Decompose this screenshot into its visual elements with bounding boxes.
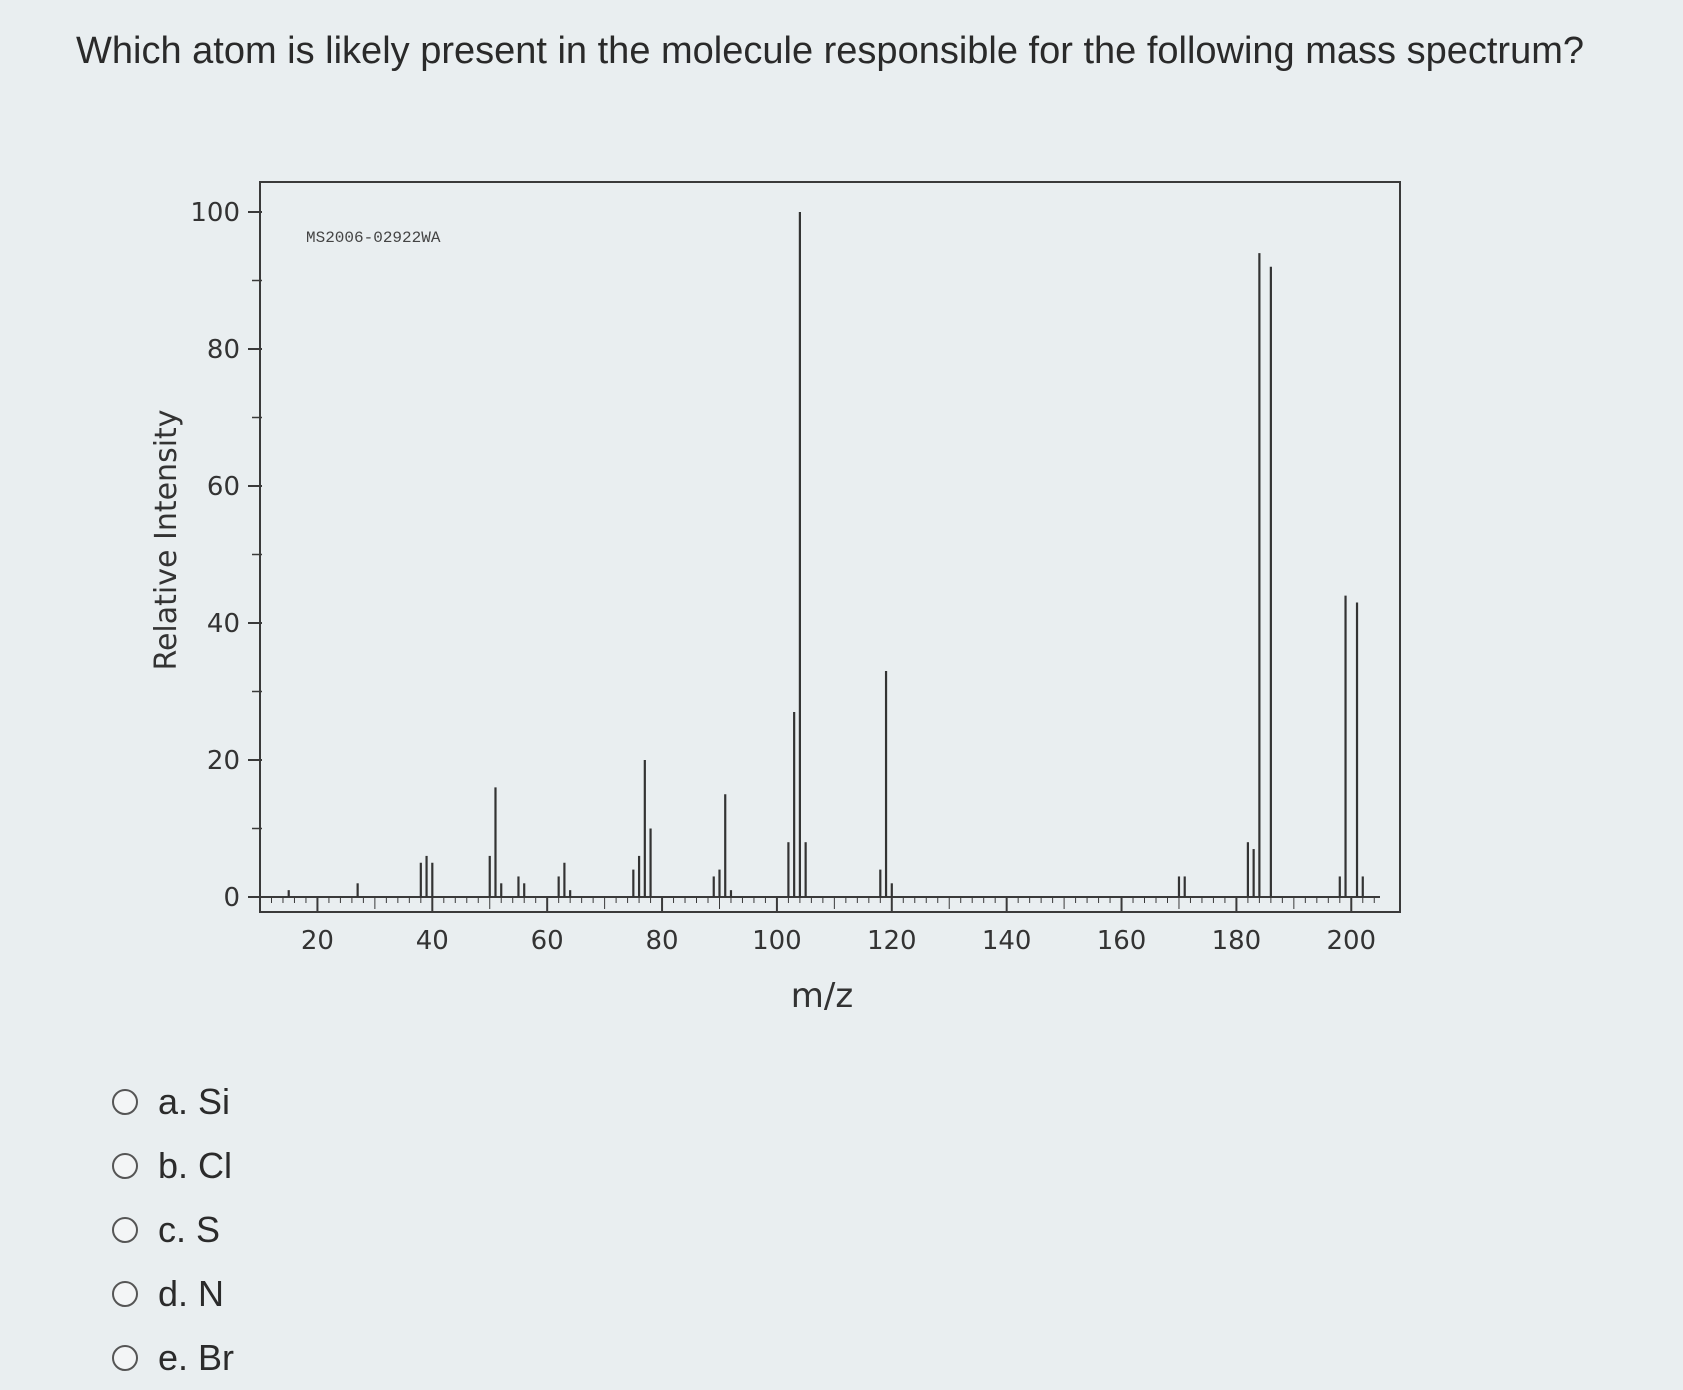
answer-options: a. Si b. Cl c. S d. N e. Br — [112, 1070, 234, 1390]
option-cl[interactable]: b. Cl — [112, 1134, 234, 1198]
x-axis-label: m/z — [791, 976, 853, 1016]
x-tick-label: 80 — [646, 926, 679, 956]
option-label: e. Br — [158, 1337, 235, 1378]
option-label: c. S — [158, 1209, 221, 1250]
option-si[interactable]: a. Si — [112, 1070, 234, 1134]
y-tick-label: 80 — [207, 335, 240, 365]
x-tick-label: 20 — [301, 926, 334, 956]
y-axis-label: Relative Intensity — [149, 409, 184, 670]
x-tick-label: 120 — [867, 926, 917, 956]
radio-circle-icon[interactable] — [112, 1345, 138, 1371]
radio-circle-icon[interactable] — [112, 1281, 138, 1307]
y-tick-label: 0 — [223, 883, 240, 913]
x-tick-label: 60 — [531, 926, 564, 956]
option-label: d. N — [158, 1273, 225, 1314]
x-tick-label: 40 — [416, 926, 449, 956]
spectrum-id-annotation: MS2006-02922WA — [306, 229, 441, 247]
y-tick-label: 100 — [190, 198, 240, 228]
y-tick-label: 40 — [207, 609, 240, 639]
radio-circle-icon[interactable] — [112, 1153, 138, 1179]
option-br[interactable]: e. Br — [112, 1326, 234, 1390]
x-tick-label: 200 — [1326, 926, 1376, 956]
y-tick-label: 60 — [207, 472, 240, 502]
option-s[interactable]: c. S — [112, 1198, 234, 1262]
x-axis-ticks: 20 40 60 80 100 120 140 160 180 200 — [270, 897, 1376, 956]
radio-circle-icon[interactable] — [112, 1089, 138, 1115]
x-tick-label: 100 — [752, 926, 802, 956]
option-label: a. Si — [158, 1081, 231, 1122]
x-tick-label: 140 — [982, 926, 1032, 956]
x-tick-label: 160 — [1097, 926, 1147, 956]
option-n[interactable]: d. N — [112, 1262, 234, 1326]
plot-frame — [259, 181, 1401, 913]
y-tick-label: 20 — [207, 746, 240, 776]
x-tick-label: 180 — [1212, 926, 1262, 956]
question-text: Which atom is likely present in the mole… — [76, 30, 1584, 72]
spectrum-peaks — [260, 212, 1380, 898]
y-axis-ticks: 0 20 40 60 80 100 — [190, 198, 262, 913]
option-label: b. Cl — [158, 1145, 233, 1186]
radio-circle-icon[interactable] — [112, 1217, 138, 1243]
